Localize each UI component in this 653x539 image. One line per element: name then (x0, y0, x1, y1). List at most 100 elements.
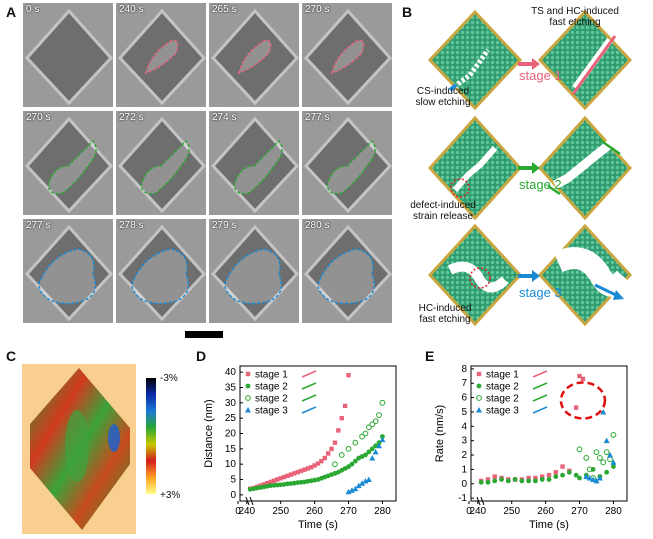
data-point (271, 478, 277, 483)
colorbar-bottom-label: +3% (160, 490, 181, 501)
legend-arrow (301, 370, 317, 378)
y-tick-label: 35 (225, 382, 237, 393)
legend-marker (476, 395, 482, 401)
tem-frame-time: 0 s (26, 4, 40, 15)
y-tick-label: 0 (230, 490, 236, 501)
tem-frame: 277 s (301, 110, 393, 216)
data-point (372, 448, 379, 455)
legend-marker (476, 383, 482, 389)
data-point (540, 474, 545, 479)
data-point (499, 477, 504, 482)
y-tick-label: 0 (461, 479, 467, 490)
data-point (268, 479, 273, 485)
data-point (372, 418, 379, 425)
schematic-defect-label: defect-induced strain release (410, 200, 476, 222)
tem-frame: 270 s (301, 2, 393, 108)
data-point (292, 471, 297, 476)
tem-frame-time: 277 s (305, 112, 330, 123)
y-tick-label: 30 (225, 398, 237, 409)
panel-letter-e: E (425, 348, 435, 364)
data-point (369, 455, 376, 461)
x-tick-label: 270 (571, 506, 588, 517)
x-tick-label: 240 (238, 506, 255, 517)
data-point (346, 464, 351, 470)
data-point (586, 466, 593, 473)
data-point (607, 456, 613, 463)
data-point (590, 476, 597, 482)
data-point (603, 449, 610, 456)
data-point (352, 485, 359, 492)
y-tick-label: 5 (461, 407, 467, 418)
data-point (295, 469, 300, 475)
data-point (319, 458, 324, 464)
data-point (566, 469, 572, 475)
y-tick-label: -1 (458, 493, 467, 504)
schematic-panel (427, 9, 634, 327)
x-tick-label: 0 (466, 506, 472, 517)
data-point (607, 452, 614, 458)
y-tick-label: 8 (461, 364, 467, 375)
stage-3-label: stage 3 (519, 285, 562, 300)
tem-frame: 0 s (22, 2, 114, 108)
data-point (577, 373, 582, 379)
legend-label: stage 3 (255, 406, 288, 417)
data-point (526, 478, 532, 484)
data-point (512, 477, 518, 482)
stage-1-label: stage 1 (519, 68, 562, 83)
data-point (583, 455, 590, 461)
data-point (553, 474, 559, 479)
data-point (264, 481, 270, 486)
data-point (610, 432, 617, 438)
legend-arrow (301, 394, 317, 402)
data-point (325, 451, 331, 456)
data-point (519, 478, 525, 484)
legend-label: stage 1 (255, 370, 288, 381)
data-point (365, 424, 372, 431)
data-point (593, 449, 600, 456)
schematic-row-3 (427, 223, 634, 327)
data-point (298, 468, 304, 474)
data-point (600, 408, 607, 415)
data-point (379, 399, 386, 406)
data-point (345, 488, 352, 495)
tem-frame: 279 s (208, 218, 300, 324)
data-point (533, 478, 538, 484)
data-point (577, 475, 582, 481)
data-point (302, 467, 307, 472)
y-tick-label: 15 (225, 444, 237, 455)
schematic-row-1 (427, 9, 633, 111)
data-point (365, 476, 372, 483)
y-tick-label: 20 (225, 429, 237, 440)
data-point (492, 478, 498, 484)
tem-frame: 270 s (22, 110, 114, 216)
x-tick-label: 260 (306, 506, 323, 517)
panel-letter-c: C (6, 348, 17, 364)
data-point (288, 472, 294, 477)
data-point (560, 472, 565, 478)
tem-frame: 265 s (208, 2, 300, 108)
data-point (376, 412, 382, 418)
legend-marker (245, 407, 251, 413)
data-point (363, 452, 368, 458)
legend-marker (245, 395, 251, 401)
legend-marker (476, 371, 482, 377)
legend-marker (476, 407, 482, 413)
data-point (352, 458, 358, 464)
data-point (338, 452, 345, 458)
x-tick-label: 280 (605, 506, 622, 517)
y-tick-label: 4 (461, 421, 467, 432)
x-tick-label: 0 (235, 506, 241, 517)
data-point (604, 469, 610, 475)
data-point (369, 421, 376, 428)
tem-frame: 274 s (208, 110, 300, 216)
legend-arrow (532, 382, 548, 390)
legend-arrow (301, 406, 317, 414)
data-point (348, 487, 355, 493)
data-point (349, 461, 355, 467)
data-point (580, 376, 586, 382)
schematic-cs-label: CS-induced slow etching (415, 86, 471, 108)
data-point (362, 478, 369, 484)
data-point (342, 403, 348, 409)
x-tick-label: 250 (503, 506, 520, 517)
